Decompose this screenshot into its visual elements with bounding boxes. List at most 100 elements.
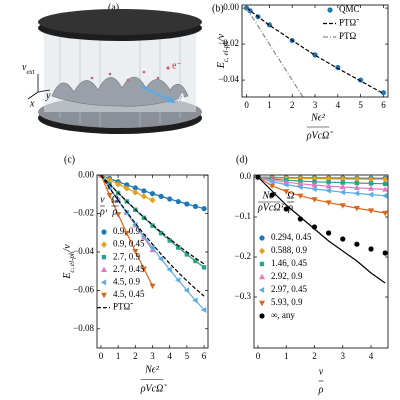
marker [354, 180, 360, 186]
marker [368, 185, 375, 191]
top-plate [38, 9, 202, 35]
marker [297, 184, 303, 190]
legend-marker [101, 292, 107, 299]
x-tick-label: 5 [185, 351, 190, 361]
x-tick-label: 5 [358, 100, 363, 110]
series-line [257, 176, 386, 190]
marker [106, 192, 113, 199]
y-tick-label: −0.06 [73, 284, 94, 294]
y-axis-label: Ec, el-ph/v [216, 33, 229, 69]
y-tick-label: −0.3 [235, 291, 252, 301]
marker [312, 179, 317, 184]
marker [380, 90, 387, 96]
potential-main: v [22, 62, 27, 73]
marker [339, 183, 346, 190]
y-label-main: E [216, 62, 227, 69]
cavity-lines [59, 30, 181, 127]
marker [200, 306, 207, 313]
fraction-numerator: Nϵ² [144, 364, 160, 375]
x-tick-label: 6 [381, 100, 386, 110]
legend-marker [259, 235, 265, 241]
marker [325, 187, 331, 194]
fraction-numerator: Nϵ² [261, 190, 277, 201]
legend-label: 0.9, 0.9 [113, 226, 141, 236]
electron-label: e⁻ [172, 60, 182, 71]
legend-marker [259, 313, 265, 319]
marker [325, 200, 332, 206]
y-tick-label: 0.00 [223, 2, 239, 12]
legend-marker [259, 300, 265, 307]
panel-label: (c) [64, 154, 75, 165]
legend-marker [101, 255, 107, 260]
fraction-numerator: v [100, 194, 105, 205]
marker [382, 186, 388, 192]
series-line [257, 176, 386, 214]
electrons [90, 66, 170, 82]
marker [123, 209, 129, 216]
legend-label: PTΩ̃ [113, 302, 133, 312]
fraction-denominator: ρVcΩ̃ [140, 383, 168, 394]
x-tick-label: 3 [341, 351, 346, 361]
x-tick-label: 0 [256, 351, 261, 361]
x-axis-glyph-label: x [29, 98, 35, 109]
marker [201, 206, 207, 212]
marker [368, 208, 375, 214]
marker [184, 201, 190, 207]
plot-area [97, 175, 207, 313]
plot-area [243, 5, 387, 97]
marker [381, 192, 388, 199]
marker [339, 175, 346, 183]
x-tick-label: 6 [202, 351, 207, 361]
marker [268, 178, 275, 185]
marker [149, 246, 156, 253]
chart-panel: (b) 0 1 2 3 4 5 6 0.00 −0.02 −0.04 Ec, el-ph/v Nϵ² ρV… [212, 2, 389, 141]
legend-label: 0.9, 0.45 [113, 239, 145, 249]
legend-label: 2.92, 0.9 [271, 271, 303, 281]
series-line [246, 7, 304, 97]
marker [158, 193, 164, 199]
series-line [100, 175, 205, 265]
marker [106, 176, 113, 184]
marker [368, 181, 374, 186]
x-tick-label: 3 [313, 100, 318, 110]
chart-panel: (c) 0 1 2 3 4 5 6 0.00 −0.02 −0.04 −0.06 −0.08 Ec, el… [62, 154, 209, 394]
marker [339, 189, 345, 196]
legend-label: PTΩ̃ [339, 18, 359, 28]
y-tick-label: −0.04 [73, 246, 94, 256]
fraction-numerator: v [319, 366, 324, 377]
x-tick-label: 0 [99, 351, 104, 361]
legend-label: ∞, any [271, 310, 295, 320]
marker [167, 196, 173, 202]
panel-label: (a) [108, 2, 119, 13]
x-tick-label: 4 [336, 100, 341, 110]
fraction-denominator: ρVcΩ̃ [306, 130, 334, 141]
marker [340, 180, 345, 185]
marker [382, 250, 388, 256]
fraction-numerator: Ω [111, 194, 118, 205]
marker [132, 189, 139, 196]
legend-label: 1.46, 0.45 [271, 258, 308, 268]
marker [353, 190, 360, 197]
fraction-numerator: Ω [287, 190, 294, 201]
legend-marker [259, 247, 265, 255]
y-label-rest: /v [216, 33, 227, 42]
marker [326, 230, 332, 236]
y-tick-label: 0.0 [240, 171, 252, 181]
y-label-sub: c, el-ph [222, 41, 230, 62]
x-tick-label: 0 [244, 100, 249, 110]
marker [382, 176, 388, 183]
panel-label: (b) [212, 3, 224, 14]
y-tick-label: −0.02 [73, 208, 94, 218]
marker [176, 245, 181, 250]
y-tick-label: −0.08 [73, 323, 94, 333]
legend-label: 0.294, 0.45 [271, 232, 312, 242]
legend-marker [101, 266, 107, 272]
marker [149, 283, 156, 289]
marker [358, 77, 364, 83]
marker [158, 230, 164, 236]
marker [123, 230, 130, 237]
plot-frame [241, 4, 389, 98]
marker [124, 182, 130, 188]
legend-marker [101, 229, 107, 235]
series-line [257, 176, 386, 197]
